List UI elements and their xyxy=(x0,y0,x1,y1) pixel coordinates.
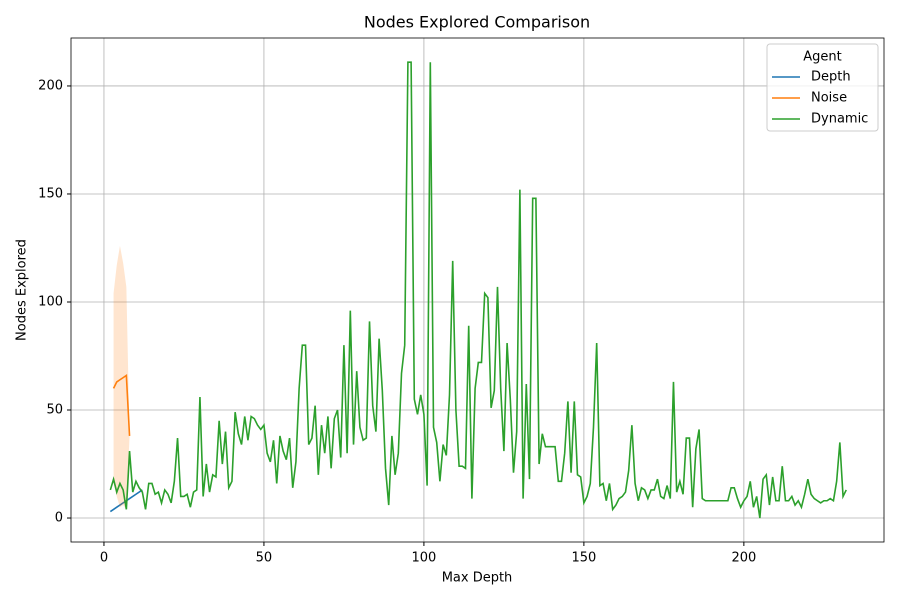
x-tick-label: 100 xyxy=(411,551,436,566)
grid xyxy=(71,38,884,542)
legend-box xyxy=(766,43,879,132)
y-tick-label: 0 xyxy=(55,511,63,526)
y-tick-label: 200 xyxy=(38,78,63,93)
chart-title: Nodes Explored Comparison xyxy=(364,13,590,32)
legend-label: Depth xyxy=(811,70,851,85)
x-tick-label: 200 xyxy=(731,551,756,566)
line xyxy=(109,61,847,519)
confidence-band xyxy=(113,245,130,510)
legend: Agent Depth Noise Dynamic xyxy=(766,43,879,132)
plot-frame xyxy=(70,37,885,543)
x-axis-label: Max Depth xyxy=(442,571,513,586)
line xyxy=(112,373,131,436)
x-tick-label: 0 xyxy=(100,551,108,566)
x-tick-label: 50 xyxy=(256,551,273,566)
y-tick-label: 50 xyxy=(46,403,63,418)
x-tick-label: 150 xyxy=(571,551,596,566)
y-tick-label: 150 xyxy=(38,186,63,201)
y-axis-label: Nodes Explored xyxy=(15,239,30,341)
y-tick-label: 100 xyxy=(38,294,63,309)
legend-label: Dynamic xyxy=(811,112,868,127)
legend-title: Agent xyxy=(803,50,841,65)
legend-label: Noise xyxy=(811,91,847,106)
